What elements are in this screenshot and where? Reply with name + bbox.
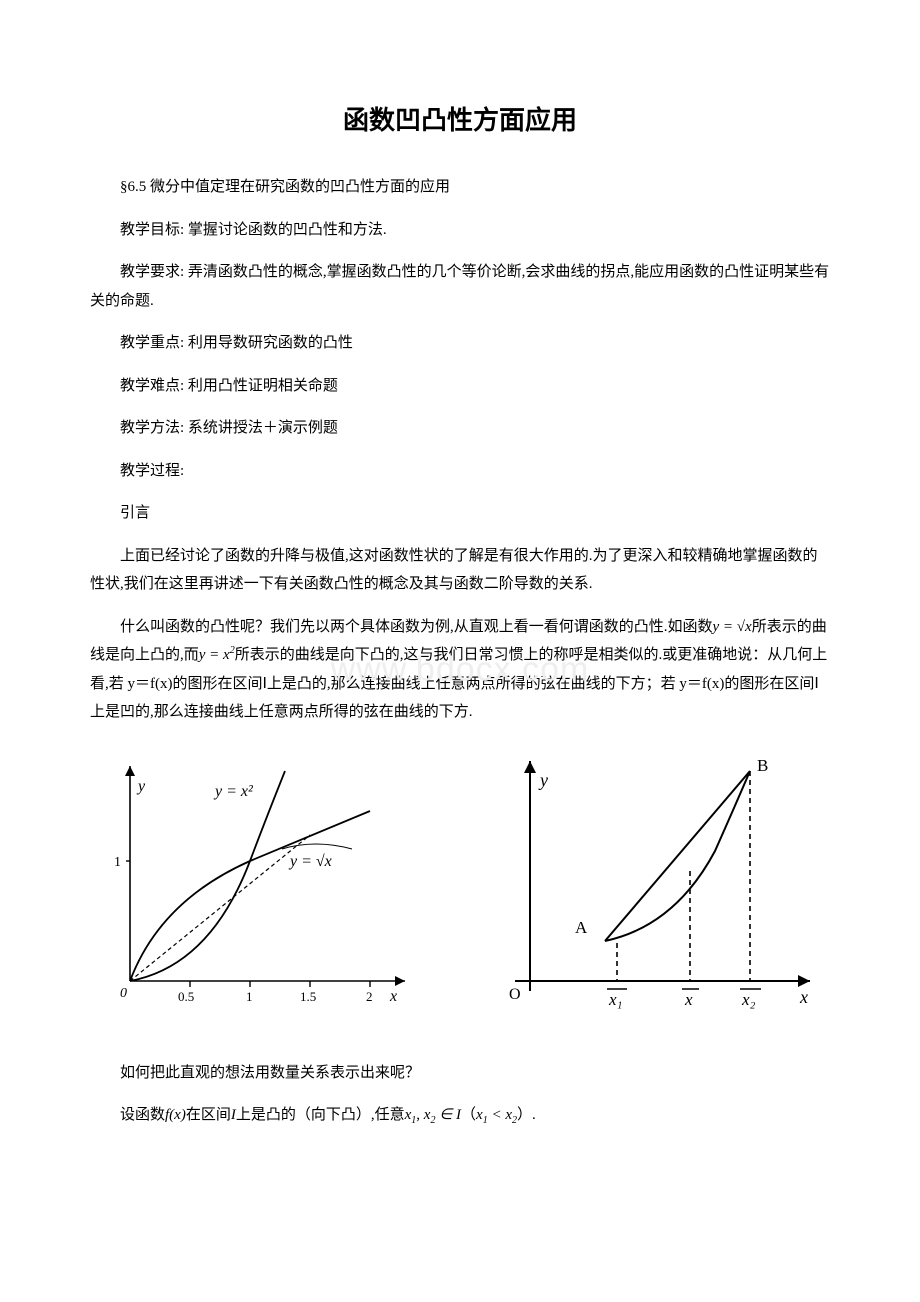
teaching-requirement: 教学要求: 弄清函数凸性的概念,掌握函数凸性的几个等价论断,会求曲线的拐点,能应… <box>90 258 830 315</box>
text-span: 什么叫函数的凸性呢？我们先以两个具体函数为例,从直观上看一看何谓函数的凸性.如函… <box>120 619 713 635</box>
var-x: x <box>505 1107 512 1123</box>
text-span: 上是凸的（向下凸）,任意 <box>236 1107 405 1123</box>
xtick-label-x2: x₂ <box>741 990 756 1009</box>
intro-paragraph: 上面已经讨论了函数的升降与极值,这对函数性状的了解是有很大作用的.为了更深入和较… <box>90 542 830 599</box>
paren-close: ）. <box>517 1107 536 1123</box>
xtick-label-x1: x₁ <box>608 990 622 1009</box>
point-b-label: B <box>757 756 768 775</box>
origin-label: O <box>509 986 521 1003</box>
xtick-label-2: 1.5 <box>300 989 316 1004</box>
figure-left: y x 0 1 0.5 1 1.5 2 y = x² y = √x <box>90 751 445 1011</box>
x-axis-arrow <box>798 975 810 987</box>
teaching-focus: 教学重点: 利用导数研究函数的凸性 <box>90 329 830 358</box>
curve-sqrt <box>130 811 370 981</box>
page-title: 函数凹凸性方面应用 <box>90 100 830 137</box>
y-axis-label: y <box>136 778 146 795</box>
y-axis-arrow <box>125 766 135 776</box>
xtick-label-0: 0.5 <box>178 989 194 1004</box>
question-paragraph: 如何把此直观的想法用数量关系表示出来呢？ <box>90 1059 830 1088</box>
x-axis-arrow <box>395 976 405 986</box>
xtick-label-x: x <box>684 990 693 1009</box>
watermarked-paragraph: www.bdocx.com 什么叫函数的凸性呢？我们先以两个具体函数为例,从直观… <box>90 613 830 727</box>
curve-xsq-label: y = x² <box>213 783 254 800</box>
intro-label: 引言 <box>90 499 830 528</box>
teaching-method: 教学方法: 系统讲授法＋演示例题 <box>90 414 830 443</box>
teaching-difficulty: 教学难点: 利用凸性证明相关命题 <box>90 372 830 401</box>
xtick-label-1: 1 <box>246 989 253 1004</box>
origin-label: 0 <box>120 986 127 1001</box>
section-heading: §6.5 微分中值定理在研究函数的凹凸性方面的应用 <box>90 173 830 202</box>
var-x: x <box>476 1107 483 1123</box>
in-I: ∈ I <box>435 1107 461 1123</box>
formula-x1b: x1 <box>476 1107 488 1123</box>
x-axis-label: x <box>389 988 397 1005</box>
formula-xsq: y = x2 <box>199 647 235 663</box>
setup-paragraph: 设函数f(x)在区间I上是凸的（向下凸）,任意x1, x2 ∈ I（x1 < x… <box>90 1101 830 1130</box>
y-axis-label: y <box>538 770 548 790</box>
chord-ab <box>605 771 750 941</box>
curve-sqrt-label: y = √x <box>288 853 332 870</box>
text-span: 设函数 <box>120 1107 165 1123</box>
formula-x2b: x2 <box>505 1107 517 1123</box>
ytick-label: 1 <box>114 855 121 870</box>
page: 函数凹凸性方面应用 §6.5 微分中值定理在研究函数的凹凸性方面的应用 教学目标… <box>0 0 920 1302</box>
lt: < <box>488 1107 506 1123</box>
teaching-process: 教学过程: <box>90 457 830 486</box>
text-span: 在区间 <box>186 1107 231 1123</box>
formula-base: y = x <box>199 647 230 663</box>
formula-sqrt: y = √x <box>713 619 752 635</box>
formula-fx: f(x) <box>165 1107 186 1123</box>
comma: , <box>416 1107 424 1123</box>
figure-right: y x O A B x₁ x x₂ <box>475 751 830 1011</box>
xtick-label-3: 2 <box>366 989 373 1004</box>
formula-x1: x1 <box>405 1107 417 1123</box>
figures-row: y x 0 1 0.5 1 1.5 2 y = x² y = √x <box>90 751 830 1011</box>
convexity-paragraph: 什么叫函数的凸性呢？我们先以两个具体函数为例,从直观上看一看何谓函数的凸性.如函… <box>90 613 830 727</box>
curve-xsq <box>130 771 285 981</box>
label-arc <box>282 844 352 849</box>
y-axis-arrow <box>524 761 536 773</box>
figure-left-svg: y x 0 1 0.5 1 1.5 2 y = x² y = √x <box>90 751 420 1011</box>
x-axis-label: x <box>799 987 808 1007</box>
point-a-label: A <box>575 918 588 937</box>
teaching-goal: 教学目标: 掌握讨论函数的凹凸性和方法. <box>90 216 830 245</box>
paren-open: （ <box>461 1107 476 1123</box>
formula-x2: x2 <box>424 1107 436 1123</box>
dashed-chord <box>130 835 310 981</box>
figure-right-svg: y x O A B x₁ x x₂ <box>475 751 825 1011</box>
